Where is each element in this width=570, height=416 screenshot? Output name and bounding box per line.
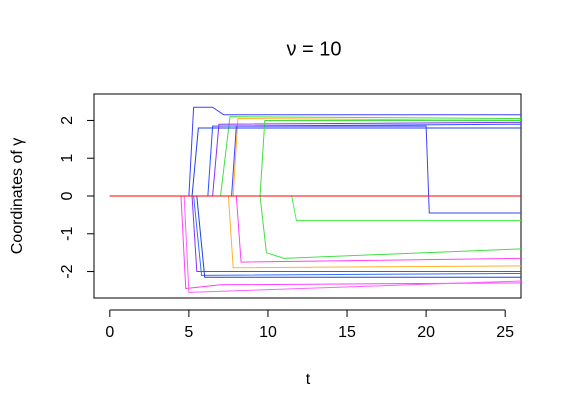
chart-title: ν = 10 — [286, 38, 341, 60]
series-line — [109, 116, 522, 197]
series-line — [109, 195, 522, 293]
series-line — [109, 195, 521, 278]
series-line — [109, 195, 521, 222]
series-line — [109, 195, 522, 276]
y-tick-label: -1 — [59, 227, 76, 241]
x-tick-label: 10 — [259, 324, 277, 341]
x-tick-label: 25 — [496, 324, 514, 341]
series-line — [109, 195, 521, 273]
series-line — [109, 123, 522, 197]
y-axis-label: Coordinates of γ — [9, 138, 26, 255]
y-tick-label: 0 — [59, 191, 76, 200]
x-tick-label: 20 — [417, 324, 435, 341]
series-line — [109, 118, 522, 197]
x-axis-label: t — [306, 371, 311, 388]
x-tick-label: 5 — [184, 324, 193, 341]
series-line — [109, 125, 521, 214]
y-tick-label: -2 — [59, 264, 76, 278]
series-line — [109, 195, 522, 263]
series-line — [109, 195, 522, 259]
y-tick-label: 2 — [59, 116, 76, 125]
series-line — [109, 127, 521, 197]
x-tick-label: 15 — [338, 324, 356, 341]
x-tick-label: 0 — [105, 324, 114, 341]
series-line — [109, 121, 522, 197]
series-line — [109, 119, 521, 197]
y-tick-label: 1 — [59, 154, 76, 163]
